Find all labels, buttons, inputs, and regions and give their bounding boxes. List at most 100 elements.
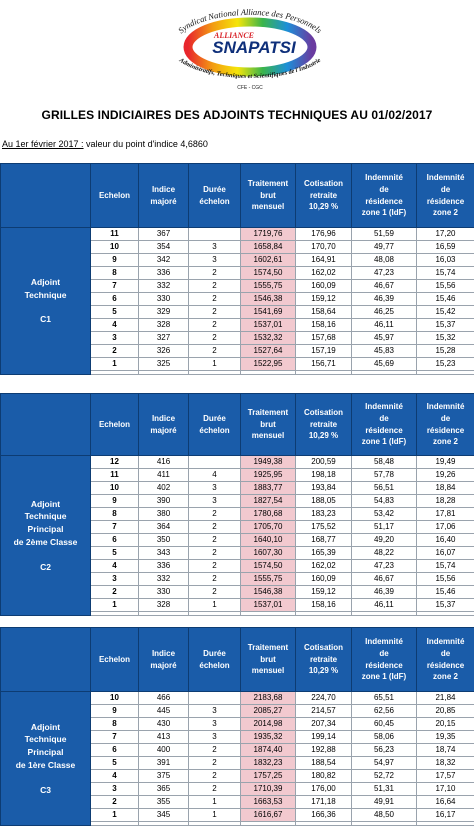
spacer-cell [240, 370, 296, 375]
cotisation-cell: 188,05 [295, 494, 352, 508]
cotisation-header: Cotisation retraite 10,29 % [295, 163, 352, 228]
spacer-cell [351, 370, 417, 375]
duree-cell: 2 [188, 546, 241, 560]
zone2-header: Indemnité de résidence zone 2 [416, 627, 474, 692]
zone2-header-line: zone 2 [433, 672, 458, 682]
duree-cell: 4 [188, 468, 241, 482]
idf-cell: 54,97 [351, 756, 417, 770]
spacer-cell [295, 370, 352, 375]
idf-cell: 49,77 [351, 240, 417, 254]
table-row: 9 342 3 1602,61 164,91 48,08 16,03 [1, 253, 474, 267]
echelon-header: Echelon [90, 163, 139, 228]
traitement-header: Traitement brut mensuel [240, 163, 296, 228]
zone2-cell: 16,03 [416, 253, 474, 267]
indice-cell: 411 [138, 468, 189, 482]
cotisation-cell: 175,52 [295, 520, 352, 534]
indice-cell: 342 [138, 253, 189, 267]
zone2-cell: 19,35 [416, 730, 474, 744]
traitement-header-line: brut [260, 419, 276, 429]
grid-header-row: Echelon Indice majoré Durée échelon Traitemen… [0, 393, 474, 456]
traitement-cell: 1710,39 [240, 782, 296, 796]
traitement-cell: 1949,38 [240, 455, 296, 469]
duree-header-line: échelon [199, 425, 230, 435]
duree-cell [188, 691, 241, 705]
zone2-cell: 16,40 [416, 533, 474, 547]
table-row: 4 336 2 1574,50 162,02 47,23 15,74 [1, 559, 474, 573]
idf-cell: 46,67 [351, 572, 417, 586]
indice-cell: 327 [138, 331, 189, 345]
indice-header: Indice majoré [138, 163, 189, 228]
grade-name-line: Principal [27, 524, 64, 535]
duree-cell: 2 [188, 743, 241, 757]
indice-cell: 329 [138, 305, 189, 319]
traitement-cell: 1640,10 [240, 533, 296, 547]
table-row: 2 326 2 1527,64 157,19 45,83 15,28 [1, 344, 474, 358]
traitement-header-line: brut [260, 190, 276, 200]
traitement-cell: 1616,67 [240, 808, 296, 822]
cotisation-cell: 171,18 [295, 795, 352, 809]
indice-cell: 343 [138, 546, 189, 560]
idf-cell: 45,97 [351, 331, 417, 345]
spacer-cell [138, 611, 189, 616]
indice-cell: 380 [138, 507, 189, 521]
cotisation-cell: 158,64 [295, 305, 352, 319]
echelon-cell: 8 [90, 266, 139, 280]
traitement-cell: 1537,01 [240, 318, 296, 332]
cotisation-header-line: Cotisation [303, 408, 344, 418]
cotisation-cell: 162,02 [295, 266, 352, 280]
cotisation-cell: 199,14 [295, 730, 352, 744]
duree-cell: 2 [188, 520, 241, 534]
cotisation-cell: 224,70 [295, 691, 352, 705]
cotisation-header: Cotisation retraite 10,29 % [295, 393, 352, 456]
salary-grid-c1: Echelon Indice majoré Durée échelon Traitemen… [0, 163, 474, 375]
cotisation-header-line: retraite [309, 190, 338, 200]
grade-name-line: de 2ème Classe [13, 536, 78, 547]
grade-label: Adjoint Technique Principal de 2ème Classe C… [0, 455, 91, 616]
spacer-cell [351, 611, 417, 616]
duree-cell: 2 [188, 266, 241, 280]
traitement-cell: 1780,68 [240, 507, 296, 521]
cotisation-cell: 193,84 [295, 481, 352, 495]
traitement-cell: 1537,01 [240, 598, 296, 612]
idf-header: Indemnité de résidence zone 1 (IdF) [351, 393, 417, 456]
duree-header-line: Durée [203, 648, 226, 658]
echelon-cell: 10 [90, 240, 139, 254]
traitement-header-line: mensuel [251, 666, 285, 676]
zone2-cell: 19,26 [416, 468, 474, 482]
cotisation-cell: 214,57 [295, 704, 352, 718]
cotisation-header-line: Cotisation [303, 643, 344, 653]
zone2-cell: 18,32 [416, 756, 474, 770]
zone2-cell: 15,32 [416, 331, 474, 345]
idf-cell: 62,56 [351, 704, 417, 718]
duree-cell: 2 [188, 279, 241, 293]
cotisation-cell: 162,02 [295, 559, 352, 573]
zone2-cell: 15,56 [416, 572, 474, 586]
cotisation-header-line: retraite [309, 654, 338, 664]
traitement-cell: 1883,77 [240, 481, 296, 495]
spacer-cell [416, 370, 474, 375]
effective-date: Au 1er février 2017 : [2, 139, 84, 149]
zone2-header-line: zone 2 [433, 208, 458, 218]
cotisation-cell: 200,59 [295, 455, 352, 469]
zone2-cell: 15,37 [416, 318, 474, 332]
traitement-cell: 1574,50 [240, 266, 296, 280]
traitement-cell: 1602,61 [240, 253, 296, 267]
traitement-cell: 1555,75 [240, 279, 296, 293]
table-row: 5 343 2 1607,30 165,39 48,22 16,07 [1, 546, 474, 560]
traitement-cell: 1541,69 [240, 305, 296, 319]
table-row: 6 350 2 1640,10 168,77 49,20 16,40 [1, 533, 474, 547]
idf-cell: 60,45 [351, 717, 417, 731]
rainbow-ring-icon [183, 17, 317, 77]
duree-cell: 1 [188, 808, 241, 822]
echelon-cell: 9 [90, 494, 139, 508]
echelon-cell: 11 [90, 227, 139, 241]
echelon-cell: 5 [90, 546, 139, 560]
table-row: 1 345 1 1616,67 166,36 48,50 16,17 [1, 808, 474, 822]
logo-affiliation: CFE - CGC [237, 85, 263, 91]
cotisation-cell: 166,36 [295, 808, 352, 822]
grade-code: C3 [40, 784, 51, 795]
indice-header-line: Indice [151, 413, 176, 423]
page-title: GRILLES INDICIAIRES DES ADJOINTS TECHNIQ… [41, 108, 433, 122]
traitement-cell: 1874,40 [240, 743, 296, 757]
grade-name-line: Technique [24, 289, 67, 300]
